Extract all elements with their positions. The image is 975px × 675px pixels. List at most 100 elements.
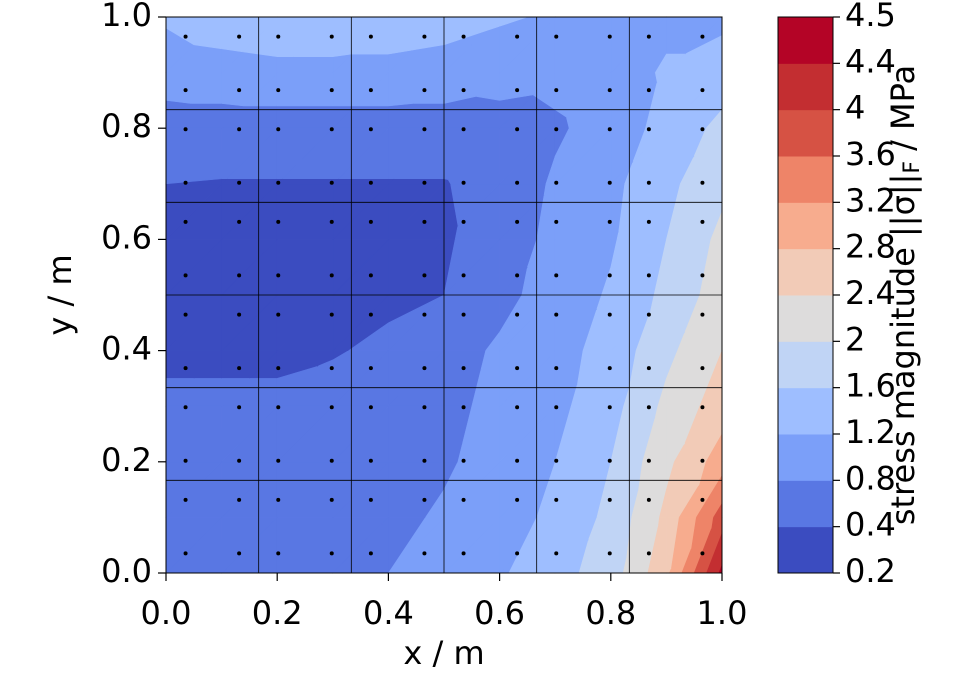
quadrature-point <box>646 551 651 556</box>
contour-band <box>332 178 389 185</box>
quadrature-point <box>461 497 466 502</box>
quadrature-point <box>368 366 373 371</box>
quadrature-point <box>276 127 281 132</box>
colorbar-band <box>778 17 833 64</box>
quadrature-point <box>368 180 373 185</box>
quadrature-point <box>183 219 188 224</box>
colorbar-band <box>778 341 833 389</box>
quadrature-point <box>422 88 427 93</box>
quadrature-point <box>422 405 427 410</box>
quadrature-point <box>700 180 705 185</box>
contour-band <box>276 366 318 407</box>
quadrature-point <box>515 405 520 410</box>
quadrature-point <box>461 458 466 463</box>
quadrature-point <box>700 127 705 132</box>
quadrature-point <box>368 219 373 224</box>
quadrature-point <box>237 366 242 371</box>
contour-band <box>388 294 445 352</box>
quadrature-point <box>422 180 427 185</box>
contour-band <box>221 378 251 407</box>
x-axis-label: x / m <box>403 634 484 672</box>
contour-band <box>666 53 686 74</box>
quadrature-point <box>329 180 334 185</box>
quadrature-point <box>276 497 281 502</box>
quadrature-point <box>183 273 188 278</box>
quadrature-point <box>183 34 188 39</box>
x-tick-label: 0.0 <box>141 594 192 632</box>
quadrature-point <box>461 180 466 185</box>
quadrature-point <box>461 88 466 93</box>
colorbar-band <box>778 526 833 574</box>
quadrature-point <box>329 34 334 39</box>
colorbar-label: stress magnitude ||σ||F / MPa <box>884 65 925 525</box>
quadrature-point <box>237 127 242 132</box>
quadrature-point <box>237 312 242 317</box>
quadrature-point <box>607 405 612 410</box>
colorbar-band <box>778 109 833 157</box>
quadrature-point <box>276 312 281 317</box>
quadrature-point <box>554 458 559 463</box>
quadrature-point <box>646 219 651 224</box>
quadrature-point <box>276 180 281 185</box>
quadrature-point <box>700 458 705 463</box>
quadrature-point <box>515 219 520 224</box>
quadrature-point <box>276 458 281 463</box>
quadrature-point <box>368 88 373 93</box>
quadrature-point <box>237 551 242 556</box>
quadrature-point <box>554 180 559 185</box>
quadrature-point <box>607 497 612 502</box>
colorbar-tick-label: 3.6 <box>845 135 896 173</box>
quadrature-point <box>700 312 705 317</box>
quadrature-point <box>607 273 612 278</box>
quadrature-point <box>329 312 334 317</box>
quadrature-point <box>646 34 651 39</box>
colorbar-tick-label: 0.8 <box>845 459 896 497</box>
quadrature-point <box>237 180 242 185</box>
quadrature-point <box>646 405 651 410</box>
colorbar-tick-label: 1.6 <box>845 367 896 405</box>
quadrature-point <box>368 458 373 463</box>
quadrature-point <box>515 497 520 502</box>
quadrature-point <box>700 273 705 278</box>
quadrature-point <box>368 34 373 39</box>
quadrature-point <box>700 551 705 556</box>
colorbar-tick-label: 2.4 <box>845 274 896 312</box>
colorbar-tick-label: 4 <box>845 89 865 127</box>
colorbar-band <box>778 63 833 111</box>
quadrature-point <box>183 551 188 556</box>
quadrature-point <box>461 551 466 556</box>
quadrature-point <box>554 88 559 93</box>
quadrature-point <box>700 88 705 93</box>
quadrature-point <box>422 34 427 39</box>
quadrature-point <box>646 312 651 317</box>
colorbar-label-unit: / MPa <box>884 65 922 151</box>
quadrature-point <box>646 127 651 132</box>
quadrature-point <box>607 458 612 463</box>
quadrature-point <box>329 405 334 410</box>
plot-frame <box>165 16 723 574</box>
quadrature-point <box>329 219 334 224</box>
quadrature-point <box>515 273 520 278</box>
x-tick-label: 0.6 <box>474 594 525 632</box>
quadrature-point <box>461 34 466 39</box>
quadrature-point <box>422 273 427 278</box>
y-tick-label: 0.0 <box>101 552 152 590</box>
y-tick-label: 0.8 <box>101 107 152 145</box>
quadrature-point <box>700 219 705 224</box>
quadrature-point <box>607 34 612 39</box>
quadrature-point <box>276 551 281 556</box>
quadrature-point <box>329 127 334 132</box>
quadrature-point <box>276 88 281 93</box>
colorbar-band <box>778 387 833 435</box>
quadrature-point <box>554 366 559 371</box>
x-tick-label: 0.8 <box>585 594 636 632</box>
quadrature-point <box>554 551 559 556</box>
quadrature-point <box>422 551 427 556</box>
quadrature-point <box>276 219 281 224</box>
colorbar-band <box>778 480 833 528</box>
colorbar-tick-label: 2.8 <box>845 228 896 266</box>
quadrature-point <box>422 127 427 132</box>
y-tick-label: 1.0 <box>101 0 152 34</box>
quadrature-point <box>183 405 188 410</box>
